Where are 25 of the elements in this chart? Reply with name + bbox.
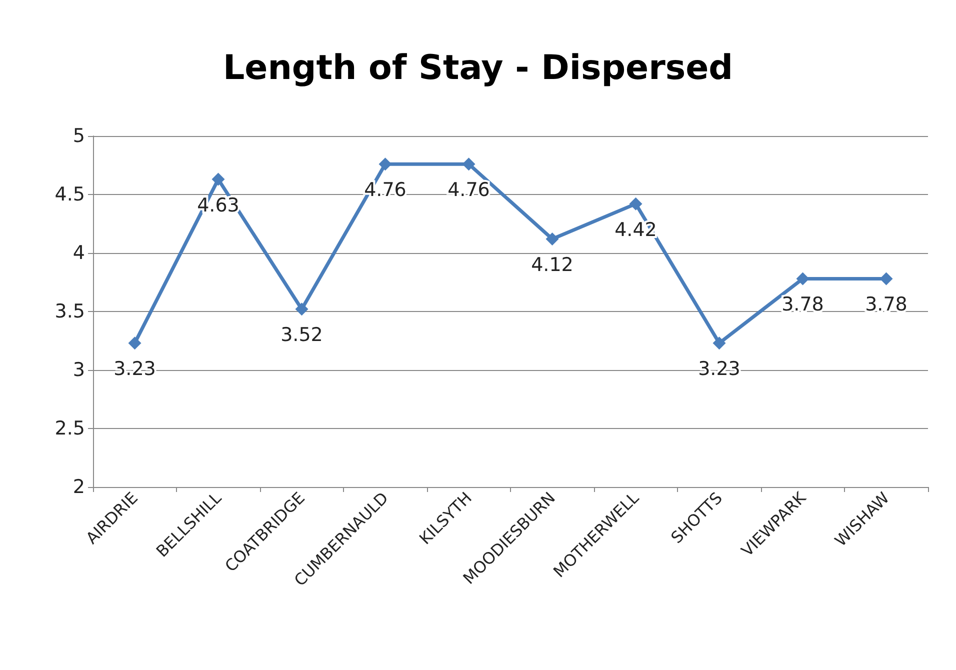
y-tick-label: 2.5 bbox=[54, 418, 85, 440]
y-tick-label: 3.5 bbox=[54, 300, 85, 322]
y-tick-label: 4 bbox=[72, 242, 85, 264]
point bbox=[128, 336, 142, 350]
chart-title: Length of Stay - Dispersed bbox=[222, 48, 734, 88]
data-label: 3.23 bbox=[114, 358, 156, 380]
y-tick-label: 3 bbox=[72, 359, 85, 381]
data-label: 4.12 bbox=[531, 254, 574, 276]
point bbox=[462, 158, 476, 171]
point bbox=[796, 272, 810, 286]
point bbox=[546, 232, 559, 246]
data-label: 3.78 bbox=[782, 294, 824, 316]
point bbox=[712, 336, 726, 350]
point bbox=[378, 158, 392, 171]
point bbox=[629, 197, 642, 210]
y-tick-label: 5 bbox=[72, 125, 85, 147]
data-label: 3.52 bbox=[280, 324, 323, 346]
point bbox=[295, 302, 308, 316]
data-label: 4.76 bbox=[448, 179, 490, 202]
data-label: 3.23 bbox=[698, 358, 740, 380]
point bbox=[880, 272, 893, 286]
point bbox=[212, 172, 225, 186]
data-label: 3.78 bbox=[865, 294, 908, 316]
y-tick-label: 4.5 bbox=[54, 184, 85, 206]
y-tick-label: 2 bbox=[72, 476, 85, 498]
